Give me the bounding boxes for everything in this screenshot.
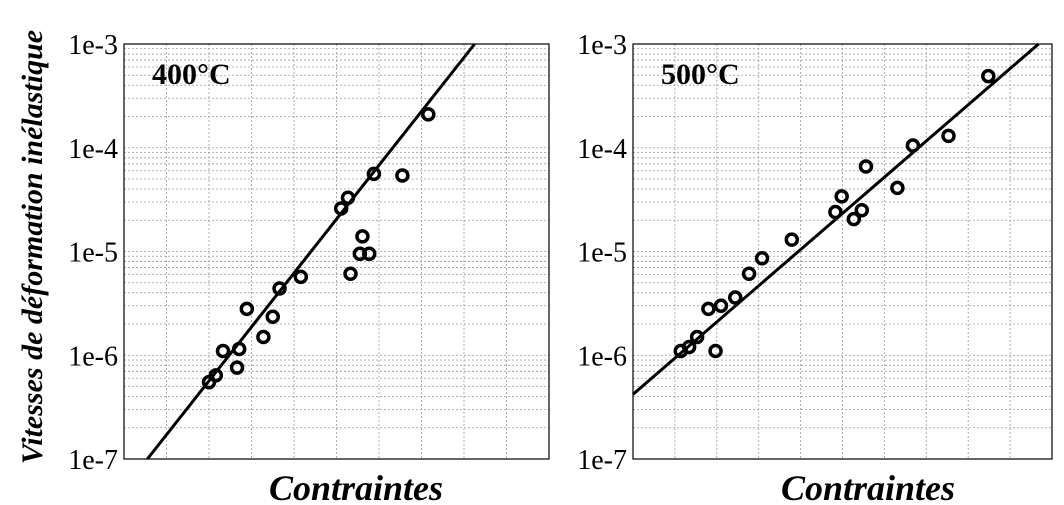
data-point [272,281,287,296]
data-point [681,339,697,355]
y-tick-label: 1e-6 [68,341,118,372]
panel-500c-x-axis-label: Contraintes [781,468,955,505]
data-point [846,211,862,227]
panel-500c-points [673,68,996,359]
data-point [941,128,956,144]
data-point [708,343,723,359]
panel-500c-frame [632,43,1053,460]
data-point [256,329,271,345]
data-point [858,159,874,174]
data-point [890,180,905,196]
panel-500c-yticks: 1e-3 1e-4 1e-5 1e-6 1e-7 [577,30,627,476]
panel-400c-grid [124,44,549,459]
data-point [905,138,921,153]
data-point [395,168,410,183]
data-point [754,251,770,266]
data-point [215,343,231,359]
data-point [689,329,705,345]
panel-500c-title: 500°C [661,58,740,91]
data-point [784,232,800,247]
data-point [265,309,280,325]
panel-400c-fit-line [146,43,476,460]
panel-400c-yticks: 1e-3 1e-4 1e-5 1e-6 1e-7 [68,30,118,476]
data-point [355,229,370,244]
y-tick-label: 1e-5 [68,238,118,269]
data-point [834,189,849,204]
data-point [366,166,382,182]
panel-500c: 1e-3 1e-4 1e-5 1e-6 1e-7 500°C Contraintes [577,30,1053,505]
y-tick-label: 1e-3 [577,30,627,61]
data-point [361,246,377,262]
data-point [229,360,245,375]
y-tick-label: 1e-6 [577,341,627,372]
panel-400c-points [201,107,436,390]
data-point [727,290,743,305]
data-point [421,107,436,122]
y-tick-label: 1e-4 [68,134,118,165]
panel-500c-grid [633,44,1052,459]
data-point [741,266,757,282]
panel-400c-frame [123,43,550,460]
y-tick-label: 1e-5 [577,238,627,269]
data-point [231,341,247,357]
data-point [343,266,358,282]
panel-400c: 1e-3 1e-4 1e-5 1e-6 1e-7 400°C Contraintes [68,30,550,505]
data-point [981,68,996,84]
data-point [340,190,356,205]
data-point [854,202,870,218]
data-point [293,269,309,285]
data-point [208,368,224,383]
data-point [701,301,716,317]
panel-400c-x-axis-label: Contraintes [269,468,443,505]
data-point [713,298,729,313]
y-axis-label: Vitesses de déformation inélastique [16,30,49,464]
data-point [239,301,255,317]
y-tick-label: 1e-4 [577,134,627,165]
data-point [828,204,843,220]
panel-400c-title: 400°C [152,58,231,91]
y-tick-label: 1e-7 [577,445,627,476]
y-tick-label: 1e-7 [68,445,118,476]
data-point [333,201,349,216]
y-tick-label: 1e-3 [68,30,118,61]
